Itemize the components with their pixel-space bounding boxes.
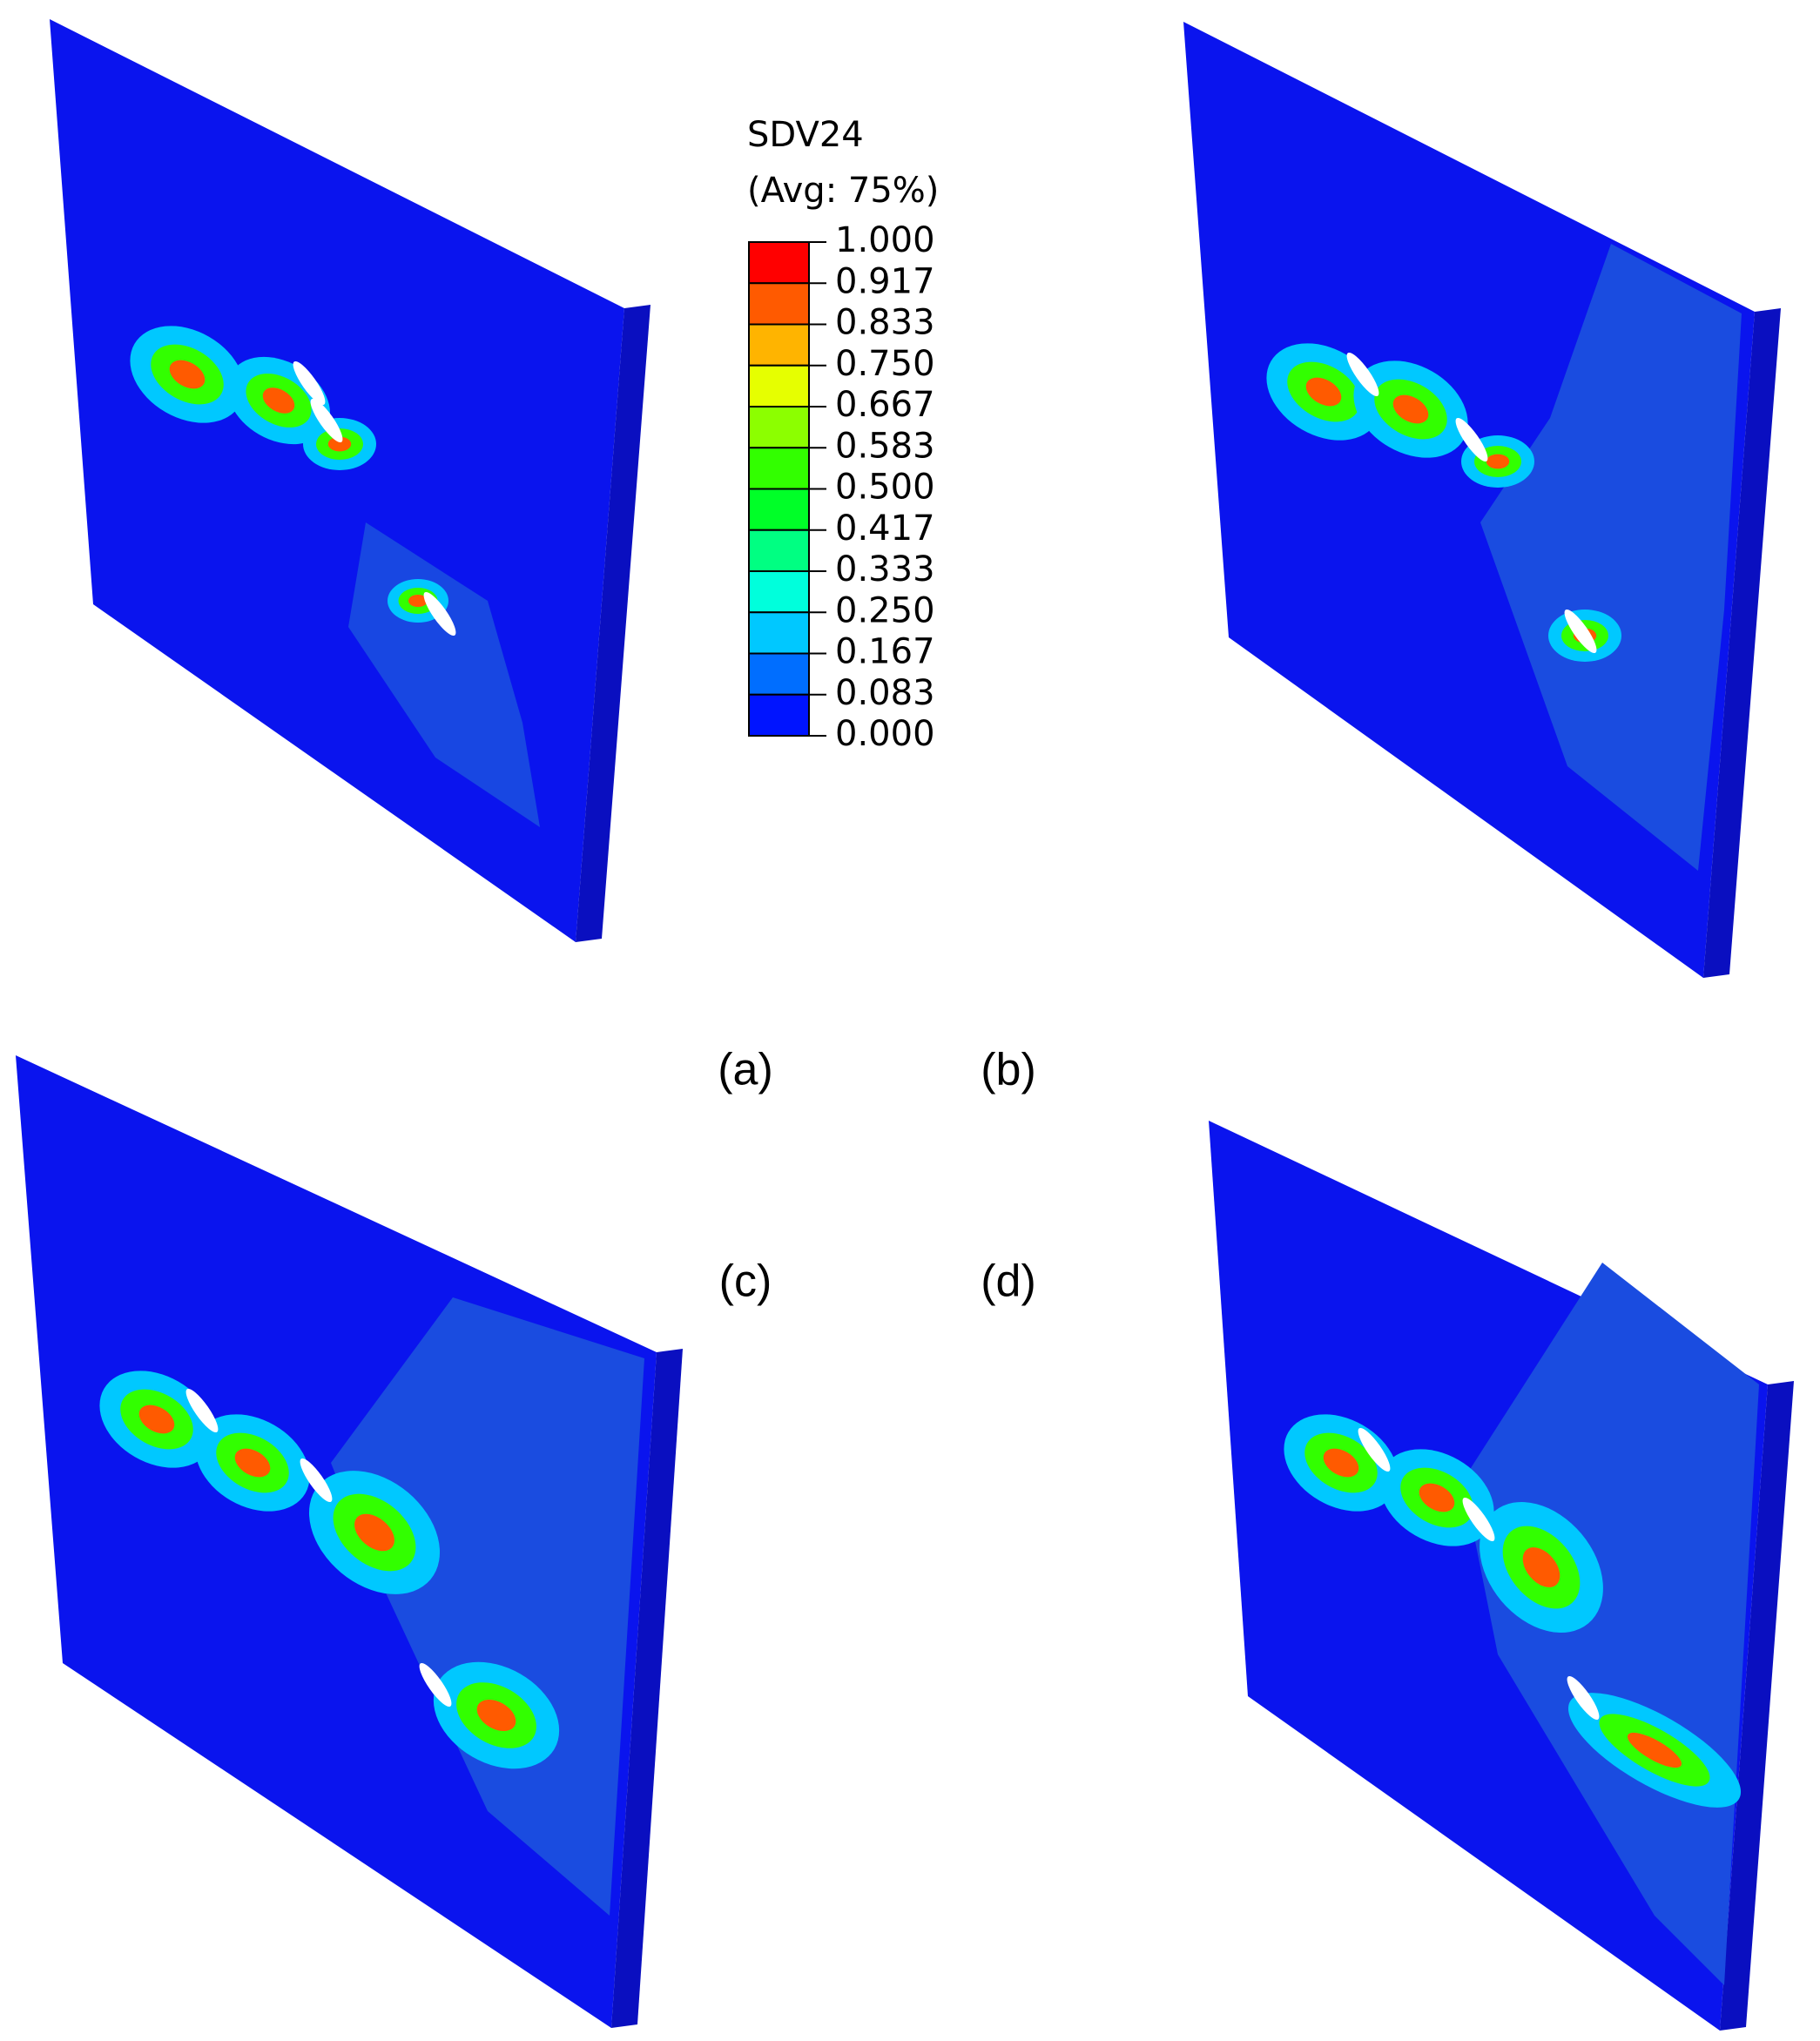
legend-band	[748, 611, 810, 655]
plate-a	[50, 19, 650, 942]
plate-d	[1209, 1121, 1794, 2031]
legend-label: 0.583	[835, 426, 935, 466]
plate-c	[16, 1055, 683, 2028]
legend-band	[748, 447, 810, 490]
legend-band	[748, 652, 810, 696]
panel-label: (b)	[981, 1045, 1036, 1095]
legend-label: 0.833	[835, 303, 935, 343]
panel-label: (d)	[981, 1256, 1036, 1307]
panel-label: (c)	[719, 1256, 772, 1307]
legend-band	[748, 529, 810, 572]
legend-label: 1.000	[835, 220, 935, 260]
legend-band	[748, 693, 810, 737]
legend-label: 0.000	[835, 714, 935, 754]
legend-band	[748, 364, 810, 408]
legend-label: 0.083	[835, 673, 935, 713]
legend-band	[748, 406, 810, 449]
legend-band	[748, 323, 810, 367]
legend-band	[748, 282, 810, 326]
panel-label: (a)	[718, 1045, 773, 1095]
legend: SDV24 (Avg: 75%) 1.0000.9170.8330.7500.6…	[747, 115, 939, 754]
legend-label: 0.750	[835, 344, 935, 384]
legend-label: 0.417	[835, 509, 935, 549]
legend-label: 0.500	[835, 468, 935, 508]
legend-label: 0.667	[835, 385, 935, 425]
plate-b	[1183, 22, 1781, 978]
legend-title: SDV24	[747, 115, 864, 155]
legend-label: 0.333	[835, 549, 935, 589]
legend-label: 0.167	[835, 632, 935, 672]
legend-label: 0.917	[835, 261, 935, 301]
legend-band	[748, 488, 810, 531]
legend-band	[748, 570, 810, 614]
legend-label: 0.250	[835, 590, 935, 630]
legend-subtitle: (Avg: 75%)	[747, 171, 939, 211]
legend-band	[748, 241, 810, 285]
